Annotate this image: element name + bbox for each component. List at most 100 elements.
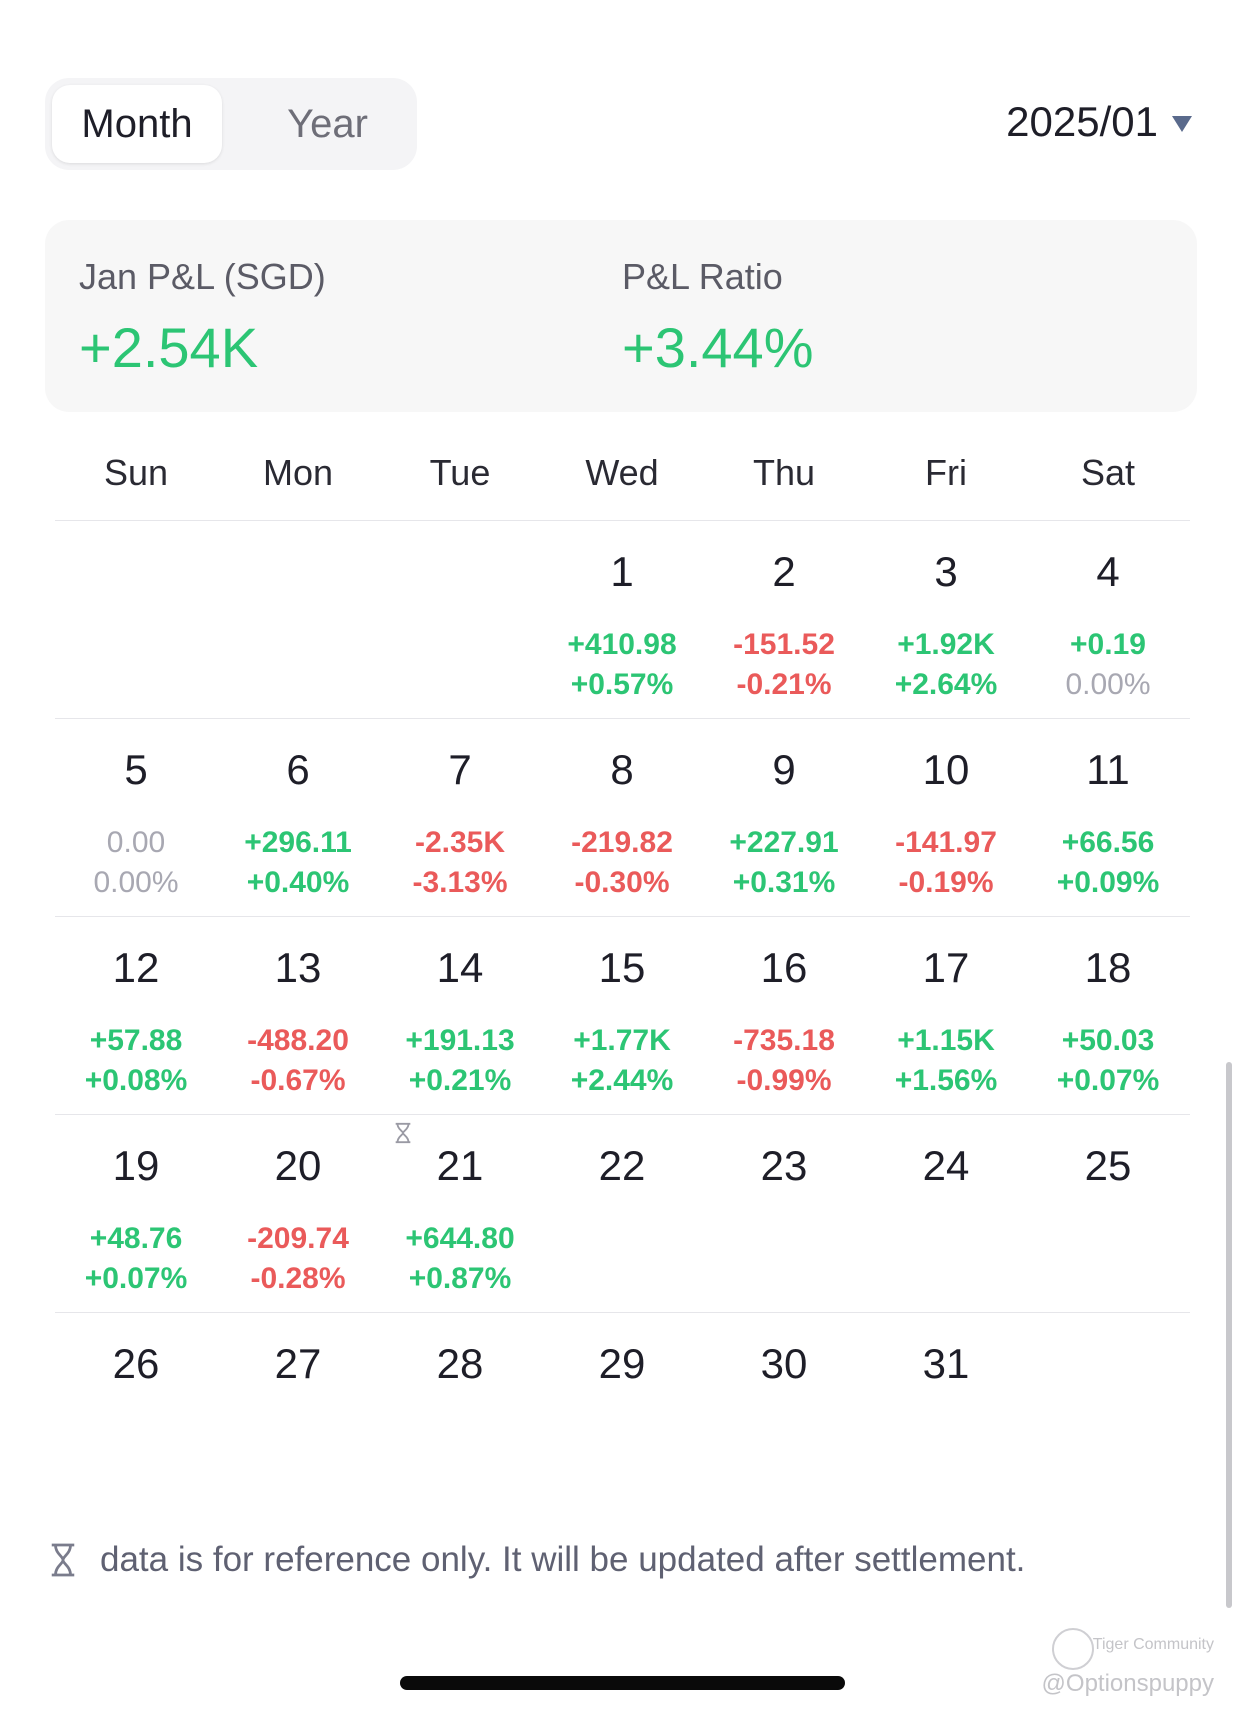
weekday-sun: Sun xyxy=(103,452,169,493)
day-number: 9 xyxy=(772,746,796,793)
calendar-day-cell[interactable]: 9 +227.91 +0.31% xyxy=(703,718,865,916)
calendar-day-cell[interactable]: 31 xyxy=(865,1312,1027,1510)
weekday-mon: Mon xyxy=(262,452,334,493)
calendar-day-cell[interactable]: 7 -2.35K -3.13% xyxy=(379,718,541,916)
day-number: 8 xyxy=(610,746,634,793)
calendar-day-cell[interactable]: 16 -735.18 -0.99% xyxy=(703,916,865,1114)
calendar-day-cell[interactable]: 10 -141.97 -0.19% xyxy=(865,718,1027,916)
day-number: 12 xyxy=(112,944,160,991)
day-pl-percent: +0.07% xyxy=(84,1262,188,1295)
calendar-day-cell[interactable]: 29 xyxy=(541,1312,703,1510)
day-pl-value: +296.11 xyxy=(244,826,352,859)
day-pl-value: 0.00 xyxy=(106,826,166,859)
calendar-day-cell[interactable]: 14 +191.13 +0.21% xyxy=(379,916,541,1114)
calendar-day-cell[interactable]: 1 +410.98 +0.57% xyxy=(541,520,703,718)
row-divider xyxy=(55,1312,1190,1313)
calendar-day-cell[interactable]: 15 +1.77K +2.44% xyxy=(541,916,703,1114)
row-divider xyxy=(55,1114,1190,1115)
day-pl-value: -209.74 xyxy=(247,1222,349,1255)
day-pl-percent: -0.21% xyxy=(736,668,832,701)
day-pl-value: +227.91 xyxy=(729,826,839,859)
calendar-day-cell[interactable]: 4 +0.19 0.00% xyxy=(1027,520,1189,718)
calendar-day-cell[interactable]: 13 -488.20 -0.67% xyxy=(217,916,379,1114)
calendar-day-cell[interactable]: 21 +644.80 +0.87% xyxy=(379,1114,541,1312)
calendar-day-cell[interactable]: 26 xyxy=(55,1312,217,1510)
day-number: 1 xyxy=(610,548,634,595)
calendar-day-cell[interactable]: 24 xyxy=(865,1114,1027,1312)
day-pl-percent: +0.31% xyxy=(732,866,836,899)
day-pl-value: +644.80 xyxy=(405,1222,515,1255)
day-pl-percent: +0.87% xyxy=(408,1262,512,1295)
day-number: 10 xyxy=(922,746,970,793)
calendar-day-cell[interactable]: 18 +50.03 +0.07% xyxy=(1027,916,1189,1114)
scrollbar[interactable] xyxy=(1226,1062,1232,1608)
day-number: 29 xyxy=(598,1340,646,1387)
row-divider xyxy=(55,916,1190,917)
calendar-day-cell[interactable]: 12 +57.88 +0.08% xyxy=(55,916,217,1114)
day-number: 17 xyxy=(922,944,970,991)
day-pl-percent: +0.07% xyxy=(1056,1064,1160,1097)
calendar-day-cell[interactable]: 28 xyxy=(379,1312,541,1510)
day-pl-value: +50.03 xyxy=(1061,1024,1155,1057)
day-number: 2 xyxy=(772,548,796,595)
day-pl-percent: -0.19% xyxy=(898,866,994,899)
calendar-day-cell xyxy=(55,520,217,718)
calendar-day-cell[interactable]: 3 +1.92K +2.64% xyxy=(865,520,1027,718)
day-pl-value: -141.97 xyxy=(895,826,997,859)
tab-month[interactable]: Month xyxy=(52,85,222,163)
calendar-day-cell[interactable]: 23 xyxy=(703,1114,865,1312)
day-number: 30 xyxy=(760,1340,808,1387)
day-pl-value: -151.52 xyxy=(733,628,835,661)
hourglass-icon xyxy=(395,1122,411,1144)
day-number: 16 xyxy=(760,944,808,991)
day-number: 4 xyxy=(1096,548,1120,595)
day-number: 7 xyxy=(448,746,472,793)
calendar-day-cell[interactable]: 22 xyxy=(541,1114,703,1312)
day-pl-percent: +0.40% xyxy=(246,866,350,899)
calendar-day-cell[interactable]: 25 xyxy=(1027,1114,1189,1312)
day-number: 26 xyxy=(112,1340,160,1387)
day-pl-value: -219.82 xyxy=(571,826,673,859)
day-pl-percent: -0.67% xyxy=(250,1064,346,1097)
day-pl-percent: +2.64% xyxy=(894,668,998,701)
period-toggle: Month Year xyxy=(45,78,417,170)
calendar-day-cell[interactable]: 27 xyxy=(217,1312,379,1510)
calendar-day-cell xyxy=(1027,1312,1189,1510)
day-pl-percent: 0.00% xyxy=(1065,668,1151,701)
day-number: 6 xyxy=(286,746,310,793)
calendar-day-cell[interactable]: 20 -209.74 -0.28% xyxy=(217,1114,379,1312)
weekday-wed: Wed xyxy=(585,452,659,493)
day-pl-percent: +0.09% xyxy=(1056,866,1160,899)
day-pl-percent: -3.13% xyxy=(412,866,508,899)
day-pl-percent: +0.08% xyxy=(84,1064,188,1097)
calendar-day-cell[interactable]: 5 0.00 0.00% xyxy=(55,718,217,916)
weekday-tue: Tue xyxy=(429,452,491,493)
calendar-day-cell[interactable]: 2 -151.52 -0.21% xyxy=(703,520,865,718)
day-pl-value: +191.13 xyxy=(405,1024,515,1057)
day-number: 22 xyxy=(598,1142,646,1189)
tab-year[interactable]: Year xyxy=(287,102,368,146)
calendar-day-cell[interactable]: 19 +48.76 +0.07% xyxy=(55,1114,217,1312)
weekday-sat: Sat xyxy=(1080,452,1136,493)
day-number: 19 xyxy=(112,1142,160,1189)
calendar-day-cell[interactable]: 11 +66.56 +0.09% xyxy=(1027,718,1189,916)
day-number: 27 xyxy=(274,1340,322,1387)
day-number: 31 xyxy=(922,1340,970,1387)
day-number: 3 xyxy=(934,548,958,595)
day-pl-value: +1.92K xyxy=(897,628,995,661)
calendar-day-cell[interactable]: 6 +296.11 +0.40% xyxy=(217,718,379,916)
day-number: 28 xyxy=(436,1340,484,1387)
calendar-day-cell[interactable]: 30 xyxy=(703,1312,865,1510)
day-pl-value: +57.88 xyxy=(89,1024,183,1057)
calendar-day-cell[interactable]: 8 -219.82 -0.30% xyxy=(541,718,703,916)
month-selector[interactable]: 2025/01 xyxy=(1006,98,1192,146)
ratio-value: +3.44% xyxy=(622,316,814,379)
pl-value: +2.54K xyxy=(79,316,259,379)
day-number: 18 xyxy=(1084,944,1132,991)
home-indicator[interactable] xyxy=(400,1676,845,1690)
day-pl-value: -735.18 xyxy=(733,1024,835,1057)
day-number: 23 xyxy=(760,1142,808,1189)
calendar-day-cell xyxy=(379,520,541,718)
day-pl-percent: -0.99% xyxy=(736,1064,832,1097)
calendar-day-cell[interactable]: 17 +1.15K +1.56% xyxy=(865,916,1027,1114)
